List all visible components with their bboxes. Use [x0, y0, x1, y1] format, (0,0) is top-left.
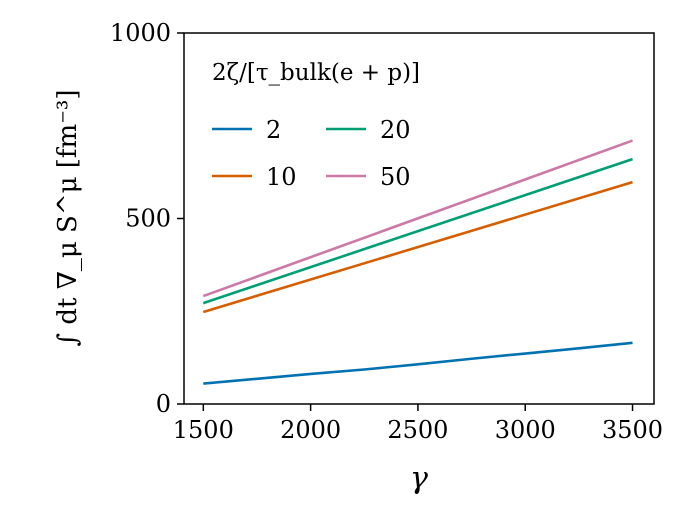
axis-ticks: 1500 2000 2500 3000 3500 0 500 1000 — [110, 19, 663, 444]
legend-label-2: 2 — [266, 116, 281, 144]
x-tick-label: 2500 — [387, 416, 448, 444]
series-line-50 — [202, 139, 633, 298]
legend-label-50: 50 — [380, 163, 411, 191]
x-axis-label: γ — [410, 461, 428, 496]
y-tick-label: 500 — [125, 205, 171, 233]
x-tick-label: 3000 — [495, 416, 556, 444]
x-tick-label: 3500 — [602, 416, 663, 444]
legend-label-10: 10 — [266, 163, 297, 191]
series-line-10 — [202, 180, 633, 314]
y-tick-label: 0 — [156, 390, 171, 418]
y-tick-label: 1000 — [110, 19, 171, 47]
series-line-20 — [202, 157, 633, 305]
x-tick-label: 2000 — [280, 416, 341, 444]
y-axis-label: ∫ dt ∇_μ S^μ [fm⁻³] — [53, 90, 83, 347]
legend-title: 2ζ/[τ_bulk(e + p)] — [212, 60, 420, 86]
legend-label-20: 20 — [380, 116, 411, 144]
series-line-2 — [203, 341, 633, 385]
plot-area — [202, 139, 633, 385]
legend: 2ζ/[τ_bulk(e + p)] 2 10 20 50 — [212, 60, 420, 191]
x-tick-label: 1500 — [173, 416, 234, 444]
